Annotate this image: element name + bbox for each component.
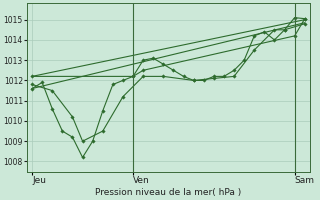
- X-axis label: Pression niveau de la mer( hPa ): Pression niveau de la mer( hPa ): [95, 188, 242, 197]
